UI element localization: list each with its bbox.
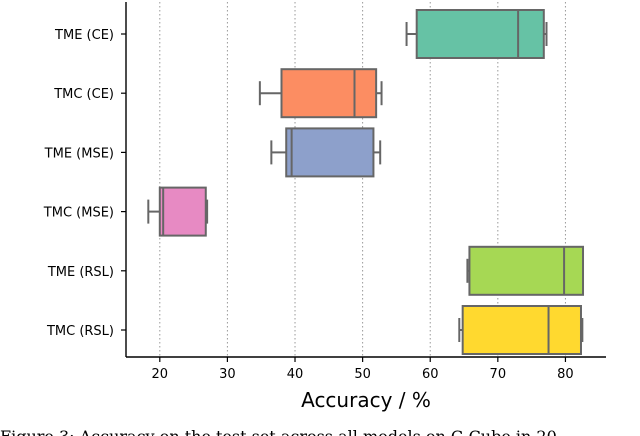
y-tick-label-tme-ce: TME (CE): [54, 28, 114, 43]
box-iqr: [285, 127, 375, 178]
x-tick-label-80: 80: [557, 367, 574, 382]
figure-caption: Figure 3: Accuracy on the test set acros…: [0, 427, 557, 436]
y-tick-label-tmc-mse: TMC (MSE): [43, 206, 114, 221]
box-iqr: [280, 68, 378, 119]
box-iqr: [415, 9, 545, 59]
x-tick-label-60: 60: [422, 367, 439, 382]
box-tme-ce: [405, 9, 548, 59]
box-iqr: [158, 186, 207, 237]
box-tme-mse: [270, 127, 382, 178]
x-tick-label-30: 30: [219, 367, 236, 382]
x-tick-label-70: 70: [490, 367, 507, 382]
box-tmc-mse: [147, 186, 209, 237]
box-iqr: [468, 245, 585, 296]
x-tick-label-20: 20: [152, 367, 169, 382]
box-iqr: [461, 305, 582, 355]
y-tick-labels: TME (CE) TMC (CE) TME (MSE) TMC (MSE) TME (R…: [43, 28, 126, 339]
y-tick-label-tmc-ce: TMC (CE): [53, 87, 114, 102]
x-tick-label-50: 50: [354, 367, 371, 382]
x-tick-label-40: 40: [287, 367, 304, 382]
box-tmc-ce: [258, 68, 383, 119]
x-ticks: 20 30 40 50 60 70 80: [152, 357, 574, 382]
y-tick-label-tme-mse: TME (MSE): [44, 146, 114, 161]
y-tick-label-tmc-rsl: TMC (RSL): [46, 324, 114, 339]
x-axis-label: Accuracy / %: [301, 388, 431, 412]
y-tick-label-tme-rsl: TME (RSL): [47, 265, 114, 280]
axes: [125, 2, 606, 358]
box-tme-rsl: [466, 245, 585, 296]
box-tmc-rsl: [458, 305, 584, 355]
boxes: [147, 9, 585, 355]
